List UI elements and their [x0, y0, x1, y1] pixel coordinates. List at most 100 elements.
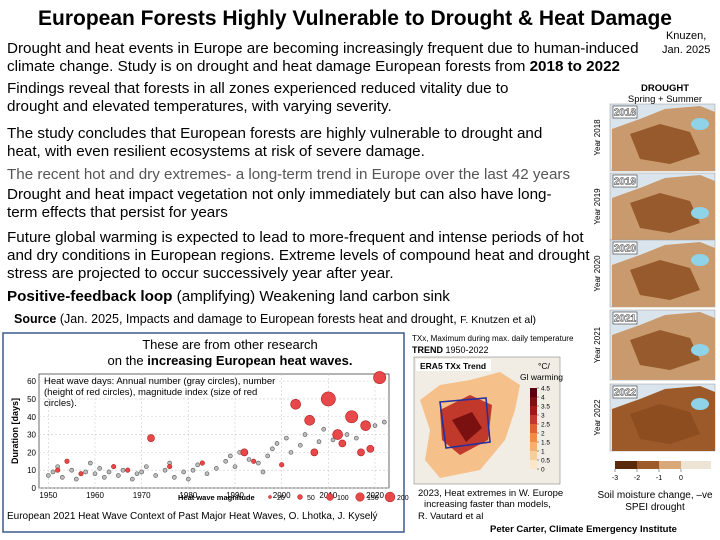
data-point	[195, 462, 200, 468]
text: Spring + Summer	[627, 93, 703, 105]
credit: Peter Carter, Climate Emergency Institut…	[490, 524, 677, 535]
data-point	[288, 450, 294, 455]
colorbar-segment	[681, 461, 711, 469]
inset-heading: These are from other research on the incr…	[40, 337, 420, 368]
data-point	[373, 371, 387, 384]
map-wet	[691, 344, 709, 356]
colorbar-segment	[637, 461, 659, 469]
paragraph: Findings reveal that forests in all zone…	[7, 80, 509, 116]
bold-text: increasing European heat waves.	[147, 352, 353, 368]
size-legend-label: 200	[397, 495, 409, 502]
size-legend-label: 20	[277, 495, 285, 502]
source-authors: F. Knutzen et al)	[460, 314, 537, 326]
map-dry	[630, 330, 700, 370]
x-tick-label: 2020	[366, 491, 384, 500]
colorbar-segment	[530, 388, 537, 397]
map-dry	[630, 404, 700, 444]
data-point	[167, 464, 173, 470]
colorbar-label: 4.5	[541, 386, 550, 393]
colorbar-label: 3.5	[541, 404, 550, 411]
colorbar-segment	[530, 433, 537, 442]
y-tick-label: 60	[27, 377, 36, 386]
data-point	[223, 458, 228, 464]
panel-label: Year 2020	[593, 255, 602, 292]
colorbar-segment	[530, 406, 537, 415]
text: 1950-2022	[445, 345, 489, 355]
year-box	[612, 311, 638, 325]
data-point	[162, 467, 168, 473]
colorbar-label: -3	[612, 475, 618, 482]
data-point	[360, 420, 371, 431]
panel-label: Year 2019	[593, 188, 602, 225]
map-dry	[630, 260, 700, 300]
colorbar-label: 0	[541, 467, 545, 474]
data-point	[382, 419, 387, 425]
caption-line: R. Vautard et al	[418, 510, 484, 522]
year-box	[612, 385, 638, 399]
map-hotspot	[452, 412, 482, 442]
source-text: (Jan. 2025, Impacts and damage to Europe…	[59, 312, 457, 326]
note-line: Knuzen,	[665, 30, 707, 42]
map-dry	[630, 124, 700, 164]
colorbar-label: 2.5	[541, 422, 550, 429]
text: (amplifying) Weakening land carbon sink	[176, 288, 450, 305]
data-point	[345, 410, 359, 424]
colorbar-label: -1	[656, 475, 662, 482]
data-point	[147, 434, 155, 442]
unit: °C/	[538, 361, 551, 371]
y-tick-label: 10	[27, 466, 36, 475]
data-point	[111, 464, 117, 470]
note-line: Jan. 2025	[662, 43, 711, 56]
x-tick-label: 2000	[273, 491, 291, 500]
year-label: 2018	[614, 108, 637, 119]
paragraph: Drought and heat events in Europe are be…	[7, 40, 657, 76]
unit: Gl warming	[520, 372, 563, 382]
data-point	[260, 469, 266, 475]
colorbar-label: 4	[541, 395, 545, 402]
x-tick-label: 1950	[39, 491, 57, 500]
data-point	[172, 475, 177, 480]
title: European Forests Highly Vulnerable to Dr…	[38, 7, 672, 30]
data-point	[153, 473, 158, 478]
year-box	[612, 174, 638, 188]
data-point	[116, 473, 121, 478]
data-point	[270, 446, 275, 452]
colorbar-segment	[530, 415, 537, 424]
map-wet	[691, 207, 709, 219]
paragraph: Positive-feedback loop (amplifying) Weak…	[7, 288, 607, 306]
size-legend-marker	[268, 495, 272, 499]
trend-label: TREND 1950-2022	[412, 345, 489, 356]
data-point	[338, 439, 347, 448]
data-point	[332, 429, 343, 440]
data-point	[274, 441, 280, 446]
data-point	[330, 437, 336, 443]
data-point	[204, 471, 210, 477]
colorbar-label: 0	[679, 475, 683, 482]
text: Drought and heat events in Europe are be…	[7, 40, 639, 76]
data-point	[232, 464, 238, 469]
data-point	[130, 476, 135, 482]
map-title: ERA5 TXx Trend	[420, 361, 486, 371]
data-point	[134, 471, 140, 477]
map-wet	[691, 254, 709, 266]
map-dry	[630, 193, 700, 233]
year-label: 2022	[614, 388, 637, 399]
map-wet	[691, 118, 709, 130]
bold-text: 2018 to 2022	[529, 58, 620, 76]
size-legend-marker	[384, 491, 396, 503]
colorbar-label: 1.5	[541, 440, 550, 447]
data-point	[199, 460, 205, 466]
drought-caption: Soil moisture change, –ve SPEI drought	[590, 490, 720, 514]
data-point	[78, 471, 84, 477]
data-point	[83, 469, 88, 475]
data-point	[55, 467, 61, 473]
data-point	[186, 476, 191, 482]
paragraph: Drought and heat impact vegetation not o…	[7, 186, 552, 222]
data-point	[60, 475, 65, 480]
size-legend-title: Heat wave magnitude	[178, 493, 255, 502]
caption-line: 2023, Heat extremes in W. Europe	[418, 488, 564, 499]
data-point	[354, 435, 359, 441]
data-point	[106, 469, 112, 475]
data-point	[144, 464, 149, 469]
y-tick-label: 30	[27, 431, 36, 440]
